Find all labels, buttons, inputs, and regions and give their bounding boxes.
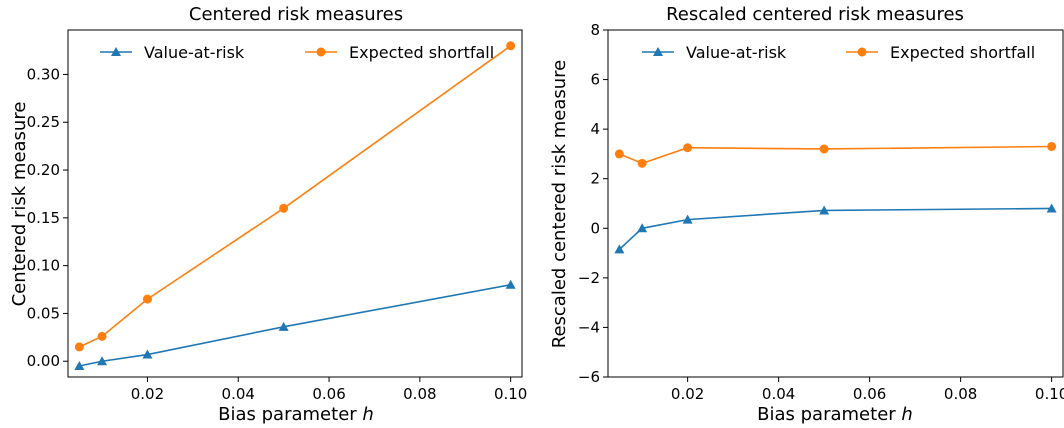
- y-axis-ticks: 0.00 0.05 0.10 0.15 0.20 0.25 0.30: [27, 65, 68, 370]
- x-axis-ticks: 0.02 0.04 0.06 0.08 0.10: [671, 377, 1064, 403]
- x-axis-label-text: Bias parameter: [218, 404, 357, 425]
- legend-label: Expected shortfall: [349, 43, 494, 62]
- y-tick-label: 0.20: [27, 161, 60, 179]
- x-tick-label: 0.10: [494, 385, 527, 403]
- plot-frame: [607, 29, 1064, 378]
- data-point: [74, 342, 84, 352]
- y-tick-label: 6: [590, 71, 600, 89]
- x-tick-label: 0.08: [403, 385, 436, 403]
- x-axis-ticks: 0.02 0.04 0.06 0.08 0.10: [131, 377, 527, 403]
- data-point: [505, 279, 516, 289]
- data-point: [819, 205, 830, 215]
- x-tick-label: 0.02: [671, 385, 704, 403]
- x-tick-label: 0.04: [222, 385, 255, 403]
- y-tick-label: 8: [590, 21, 600, 39]
- legend: Value-at-risk Expected shortfall: [642, 43, 1035, 62]
- y-tick-label: −6: [578, 368, 600, 386]
- data-point: [74, 361, 85, 371]
- data-point: [142, 294, 152, 304]
- x-tick-label: 0.06: [853, 385, 886, 403]
- data-point: [637, 223, 648, 233]
- legend-label: Value-at-risk: [144, 43, 245, 62]
- y-tick-label: −4: [578, 318, 600, 336]
- y-tick-label: 0: [590, 219, 600, 237]
- data-point: [1047, 141, 1057, 151]
- x-tick-label: 0.04: [762, 385, 795, 403]
- left-chart-panel: Centered risk measures 0.02 0.04 0.06 0.08 0…: [9, 4, 527, 425]
- data-point: [1046, 203, 1057, 213]
- x-axis-label-variable: h: [362, 404, 373, 425]
- x-axis-label-variable: h: [901, 404, 912, 425]
- data-point: [637, 158, 647, 168]
- x-tick-label: 0.06: [312, 385, 345, 403]
- data-point: [683, 143, 693, 153]
- series-line: [618, 207, 1052, 250]
- data-point: [279, 203, 289, 213]
- y-tick-label: 2: [590, 170, 600, 188]
- y-axis-label: Rescaled centered risk measure: [549, 60, 570, 348]
- plot-area: [74, 41, 516, 371]
- plot-area: [614, 141, 1057, 254]
- x-tick-label: 0.02: [131, 385, 164, 403]
- data-point: [97, 356, 108, 366]
- x-tick-label: 0.08: [944, 385, 977, 403]
- data-point: [682, 214, 693, 224]
- legend-marker: [316, 47, 326, 57]
- y-axis-ticks: −6 −4 −2 0 2 4 6 8: [578, 21, 608, 386]
- y-tick-label: −2: [578, 269, 600, 287]
- y-axis-label: Centered risk measure: [9, 102, 30, 307]
- y-tick-label: 0.05: [27, 304, 60, 322]
- data-point: [614, 149, 624, 159]
- plot-frame: [67, 29, 523, 378]
- data-point: [97, 331, 107, 341]
- y-tick-label: 4: [590, 120, 600, 138]
- x-axis-label: Bias parameter h: [757, 404, 913, 425]
- legend-marker: [111, 47, 121, 56]
- x-tick-label: 0.10: [1035, 385, 1064, 403]
- right-chart-panel: Rescaled centered risk measures 0.02 0.04…: [549, 4, 1064, 425]
- y-tick-label: 0.25: [27, 113, 60, 131]
- y-tick-label: 0.00: [27, 352, 60, 370]
- legend-label: Value-at-risk: [686, 43, 787, 62]
- y-tick-label: 0.30: [27, 65, 60, 83]
- legend-label: Expected shortfall: [890, 43, 1035, 62]
- data-point: [278, 321, 289, 331]
- chart-title: Centered risk measures: [189, 4, 403, 25]
- legend-marker: [653, 47, 663, 56]
- data-point: [614, 244, 625, 254]
- y-tick-label: 0.15: [27, 209, 60, 227]
- chart-title: Rescaled centered risk measures: [666, 4, 964, 25]
- x-axis-label: Bias parameter h: [218, 404, 374, 425]
- data-point: [506, 41, 516, 51]
- y-tick-label: 0.10: [27, 257, 60, 275]
- data-point: [142, 349, 153, 359]
- data-point: [819, 144, 829, 154]
- x-axis-label-text: Bias parameter: [757, 404, 896, 425]
- legend: Value-at-risk Expected shortfall: [100, 43, 494, 62]
- legend-marker: [857, 47, 867, 57]
